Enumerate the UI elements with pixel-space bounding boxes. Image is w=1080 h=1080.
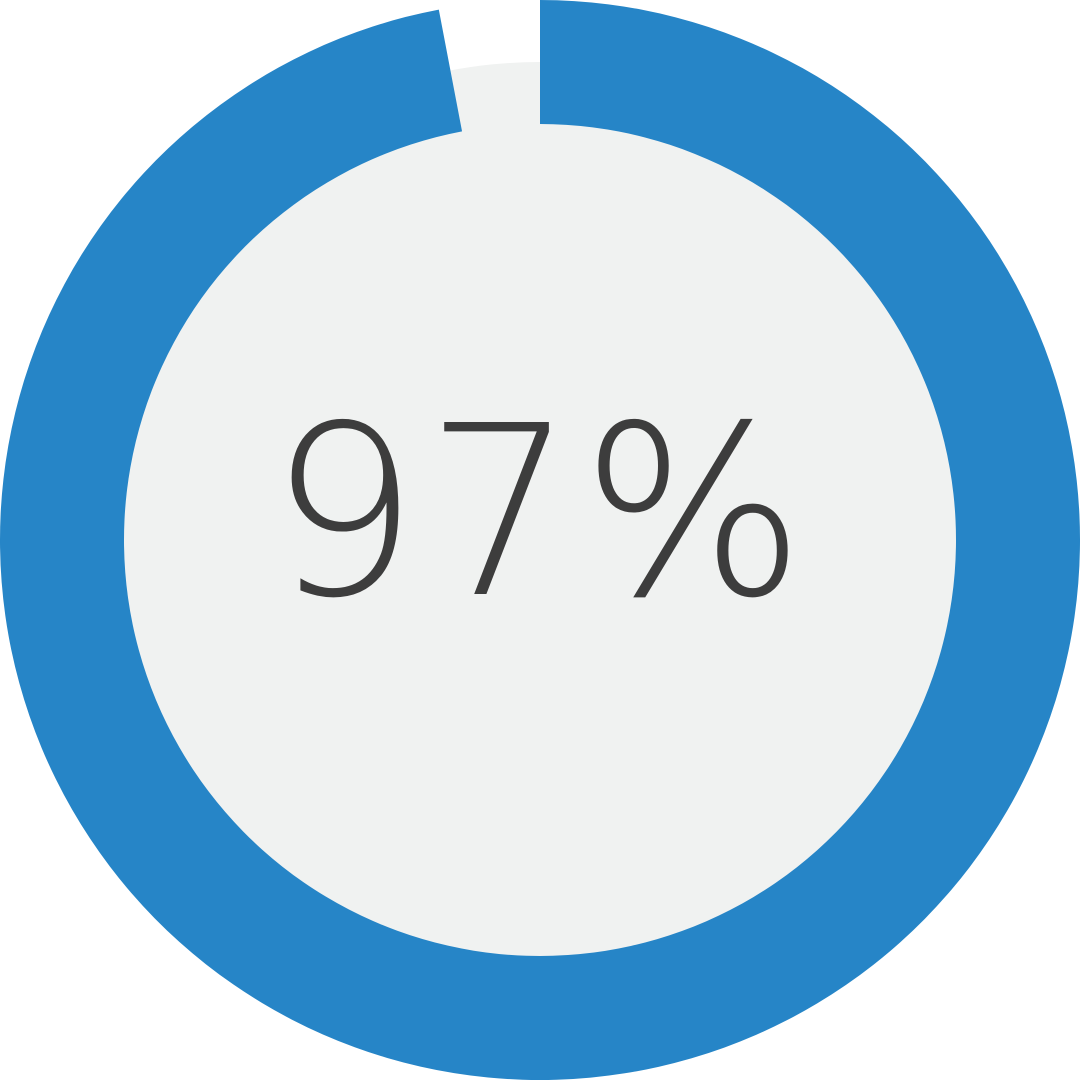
percent-label: 97% — [268, 375, 812, 650]
donut-track — [62, 62, 1018, 1018]
